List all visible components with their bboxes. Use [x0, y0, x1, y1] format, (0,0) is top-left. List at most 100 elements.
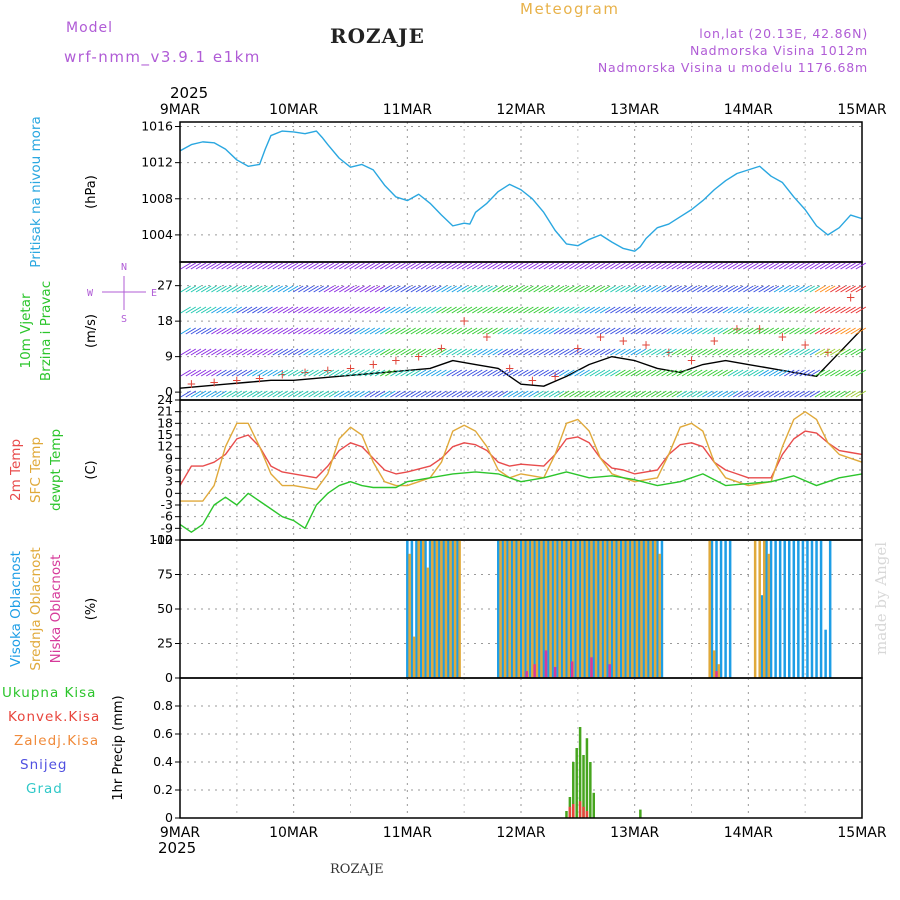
wind-barb — [615, 348, 626, 356]
wind-barb — [789, 369, 800, 377]
wind-barb — [794, 327, 805, 335]
wind-barb — [487, 306, 498, 314]
wind-barb — [681, 262, 693, 270]
wind-barb — [635, 369, 647, 377]
wind-barb — [410, 348, 422, 356]
wind-barb — [431, 348, 442, 356]
wind-barb — [200, 369, 212, 377]
wind-barb — [651, 327, 662, 335]
wind-barb — [615, 262, 626, 270]
wind-barb — [436, 390, 447, 398]
wind-barb — [712, 348, 723, 356]
wind-barb — [656, 262, 667, 270]
y-tick-label: -9 — [161, 520, 174, 535]
wind-barb — [804, 348, 815, 356]
wind-barb — [748, 262, 759, 270]
wind-barb — [620, 262, 631, 270]
wind-barb — [850, 327, 862, 335]
wind-barb — [415, 327, 427, 335]
wind-barb — [241, 390, 253, 398]
wind-barb — [835, 327, 846, 335]
wind-barb — [814, 285, 826, 293]
wind-barb — [492, 262, 503, 270]
bar-visoka-oblacnost — [783, 540, 786, 678]
wind-barb — [778, 262, 790, 270]
bar-srednja-oblacnost — [635, 540, 639, 678]
wind-barb — [405, 262, 417, 270]
wind-barb — [216, 262, 227, 270]
wind-barb — [712, 262, 723, 270]
wind-barb — [190, 306, 202, 314]
wind-barb — [620, 369, 631, 377]
wind-barb — [604, 285, 616, 293]
wind-barb — [287, 306, 299, 314]
wind-barb — [298, 348, 309, 356]
wind-barb — [466, 262, 478, 270]
wind-barb — [717, 369, 729, 377]
gust-marker: + — [391, 354, 401, 368]
wind-barb — [318, 285, 330, 293]
wind-barb — [553, 390, 565, 398]
wind-barb — [835, 262, 846, 270]
wind-barb — [385, 262, 396, 270]
wind-barb — [405, 390, 417, 398]
wind-barb — [287, 262, 299, 270]
bar-niska-oblacnost — [553, 666, 557, 678]
wind-barb — [691, 262, 703, 270]
gust-marker: + — [186, 377, 196, 391]
wind-barb — [487, 390, 498, 398]
wind-barb — [195, 285, 207, 293]
bar-srednja-oblacnost — [708, 540, 711, 678]
wind-barb — [185, 348, 197, 356]
wind-barb — [686, 306, 698, 314]
gust-marker: + — [209, 375, 219, 389]
wind-barb — [277, 369, 289, 377]
wind-barb — [333, 348, 345, 356]
wind-barb — [512, 285, 524, 293]
wind-barb — [206, 369, 217, 377]
bar-visoka-oblacnost — [501, 540, 505, 678]
wind-barb — [620, 327, 631, 335]
wind-barb — [502, 262, 514, 270]
wind-barb — [702, 262, 713, 270]
wind-barb — [543, 285, 555, 293]
wind-barb — [323, 390, 335, 398]
wind-barb — [287, 369, 299, 377]
bar-srednja-oblacnost — [717, 664, 721, 678]
y-tick-label: 9 — [165, 450, 173, 465]
wind-barb — [318, 327, 330, 335]
wind-barb — [471, 369, 483, 377]
wind-barb — [518, 327, 529, 335]
wind-barb — [809, 327, 821, 335]
wind-barb — [824, 369, 836, 377]
wind-barb — [712, 369, 723, 377]
wind-barb — [620, 306, 631, 314]
y-tick-label: 50 — [157, 601, 173, 616]
wind-barb — [640, 348, 652, 356]
wind-barb — [200, 390, 212, 398]
wind-barb — [262, 348, 273, 356]
wind-barb — [835, 369, 846, 377]
wind-barb — [441, 327, 452, 335]
wind-barb — [257, 306, 268, 314]
wind-barb — [318, 390, 330, 398]
gust-marker: + — [550, 369, 560, 383]
bar-srednja-oblacnost — [531, 540, 534, 678]
wind-barb — [804, 285, 815, 293]
wind-barb — [425, 348, 437, 356]
wind-barb — [502, 285, 514, 293]
wind-barb — [385, 390, 396, 398]
wind-barb — [610, 369, 621, 377]
wind-barb — [855, 348, 867, 356]
bar-visoka-oblacnost — [788, 540, 791, 678]
wind-barb — [737, 285, 749, 293]
wind-barb — [748, 390, 759, 398]
wind-barb — [231, 327, 243, 335]
wind-barb — [599, 306, 611, 314]
wind-barb — [794, 348, 805, 356]
wind-barb — [589, 285, 601, 293]
wind-barb — [385, 327, 396, 335]
wind-barb — [855, 369, 867, 377]
bar-konvek-kisa — [578, 801, 582, 818]
wind-barb — [206, 327, 217, 335]
